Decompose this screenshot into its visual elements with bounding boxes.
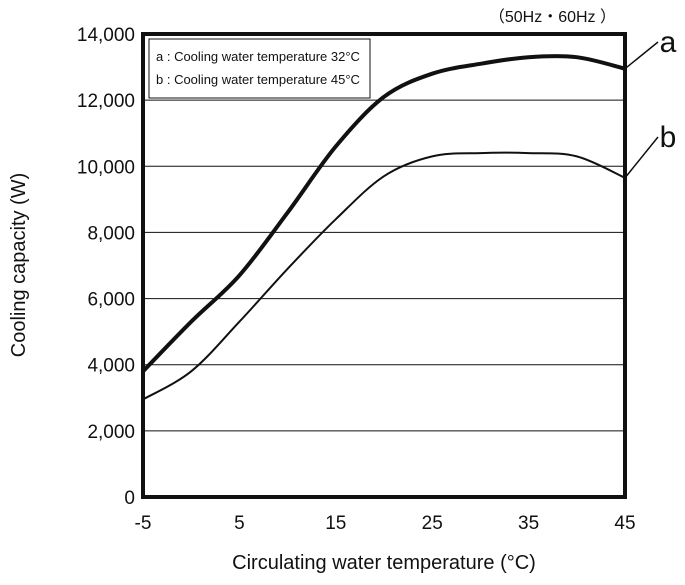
x-axis-label: Circulating water temperature (°C) (232, 552, 536, 574)
legend-box (148, 38, 371, 99)
series-tag-b: b (660, 121, 677, 154)
x-tick-label: -5 (135, 513, 152, 534)
x-axis-ticks: -5 5 15 25 35 45 (135, 513, 636, 534)
x-tick-label: 15 (325, 513, 346, 534)
x-tick-label: 35 (518, 513, 539, 534)
x-tick-label: 45 (614, 513, 635, 534)
series-tags: ab (624, 26, 677, 179)
legend: a : Cooling water temperature 32°C b : C… (148, 38, 371, 99)
plot-frame (141, 32, 627, 499)
y-tick-label: 6,000 (87, 290, 135, 311)
y-tick-label: 2,000 (87, 422, 135, 443)
legend-entry-a: a : Cooling water temperature 32°C (156, 49, 360, 64)
y-tick-label: 4,000 (87, 356, 135, 377)
series-layer (141, 54, 627, 401)
y-tick-label: 14,000 (77, 25, 135, 46)
series-line-b (142, 151, 626, 401)
series-tag-a: a (660, 26, 677, 59)
frequency-note: （50Hz・60Hz ） (489, 8, 616, 26)
y-tick-label: 10,000 (77, 157, 135, 178)
y-axis-ticks: 0 2,000 4,000 6,000 8,000 10,000 12,000 14,000 (77, 25, 135, 509)
x-tick-label: 5 (234, 513, 245, 534)
y-tick-label: 8,000 (87, 223, 135, 244)
y-tick-label: 12,000 (77, 91, 135, 112)
x-tick-label: 25 (422, 513, 443, 534)
gridlines (143, 99, 625, 432)
series-line-a (141, 54, 627, 374)
legend-entry-b: b : Cooling water temperature 45°C (156, 72, 360, 87)
series-leader-a (624, 41, 659, 70)
y-axis-label: Cooling capacity (W) (8, 173, 30, 358)
y-tick-label: 0 (124, 488, 135, 509)
series-leader-b (624, 136, 659, 179)
